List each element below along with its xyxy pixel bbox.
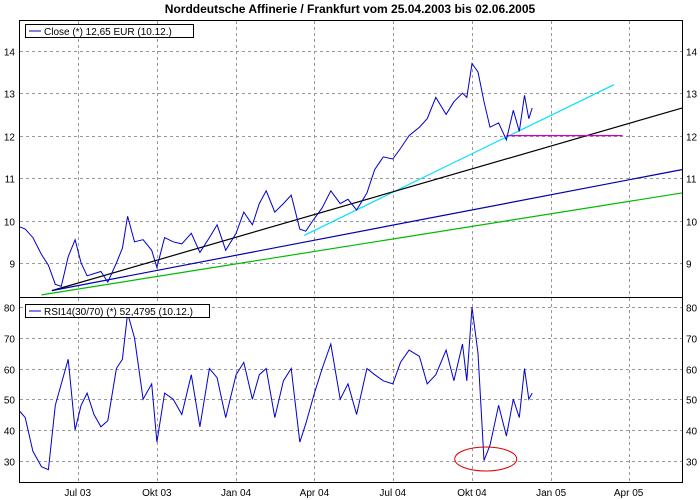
x-tick-label: Jul 03 xyxy=(64,488,91,499)
x-tick-labels: Jul 03 Okt 03 Jan 04 Apr 04 Jul 04 Okt 04 Jan … xyxy=(64,488,643,499)
chart-title: Norddeutsche Affinerie / Frankfurt vom 2… xyxy=(165,2,536,16)
rsi-y-tick-right: 40 xyxy=(686,427,698,438)
x-tick-label: Apr 05 xyxy=(614,488,644,499)
price-trendline xyxy=(303,84,615,236)
rsi-panel-frame xyxy=(19,297,683,483)
rsi-y-tick-right: 60 xyxy=(686,366,698,377)
price-legend-label: Close (*) 12,65 EUR (10.12.) xyxy=(44,27,172,38)
price-y-tick-labels: 9 9 10 10 11 11 12 12 13 13 14 14 xyxy=(4,48,698,271)
rsi-y-tick-right: 50 xyxy=(686,396,698,407)
price-y-tick-left: 12 xyxy=(4,133,16,144)
rsi-legend: RSI14(30/70) (*) 52,4795 (10.12.) xyxy=(25,304,210,318)
rsi-low-annotation-ellipse xyxy=(454,446,518,472)
rsi-legend-box xyxy=(25,304,210,318)
rsi-y-tick-left: 70 xyxy=(4,335,16,346)
price-legend: Close (*) 12,65 EUR (10.12.) xyxy=(25,24,194,38)
x-tick-label: Jan 04 xyxy=(221,488,251,499)
x-tick-label: Jul 04 xyxy=(379,488,406,499)
rsi-y-tick-left: 40 xyxy=(4,427,16,438)
rsi-y-tick-left: 30 xyxy=(4,458,16,469)
rsi-y-tick-right: 30 xyxy=(686,458,698,469)
price-trendlines xyxy=(41,84,683,296)
rsi-annotation-group xyxy=(454,446,518,472)
x-tick-label: Jan 05 xyxy=(536,488,566,499)
price-y-tick-right: 10 xyxy=(686,218,698,229)
price-gridlines xyxy=(20,21,682,297)
price-y-tick-right: 14 xyxy=(686,48,698,59)
rsi-series-group xyxy=(19,307,533,471)
price-y-tick-left: 14 xyxy=(4,48,16,59)
x-tick-label: Okt 03 xyxy=(142,488,172,499)
x-tick-label: Okt 04 xyxy=(457,488,487,499)
price-y-tick-right: 11 xyxy=(686,175,697,186)
price-y-tick-left: 11 xyxy=(5,175,16,186)
price-legend-box xyxy=(25,24,194,38)
price-y-tick-right: 13 xyxy=(686,90,698,101)
rsi-legend-label: RSI14(30/70) (*) 52,4795 (10.12.) xyxy=(44,307,193,318)
price-series-group xyxy=(19,62,533,288)
rsi-y-tick-right: 70 xyxy=(686,335,698,346)
price-close-line xyxy=(19,62,533,288)
price-panel-frame xyxy=(19,20,683,298)
rsi-y-tick-left: 50 xyxy=(4,396,16,407)
rsi-y-tick-labels: 30 30 40 40 50 50 60 60 70 70 80 80 xyxy=(4,304,698,469)
rsi-y-tick-right: 80 xyxy=(686,304,698,315)
price-y-tick-left: 9 xyxy=(9,260,15,271)
price-trendline xyxy=(51,107,683,292)
x-tick-label: Apr 04 xyxy=(300,488,330,499)
rsi-y-tick-left: 80 xyxy=(4,304,16,315)
rsi-line xyxy=(19,307,533,471)
rsi-y-tick-left: 60 xyxy=(4,366,16,377)
price-y-tick-right: 9 xyxy=(686,260,692,271)
price-y-tick-right: 12 xyxy=(686,133,698,144)
price-y-tick-left: 10 xyxy=(4,218,16,229)
price-y-tick-left: 13 xyxy=(4,90,16,101)
price-trendline xyxy=(41,192,683,296)
price-trendline xyxy=(51,169,683,292)
